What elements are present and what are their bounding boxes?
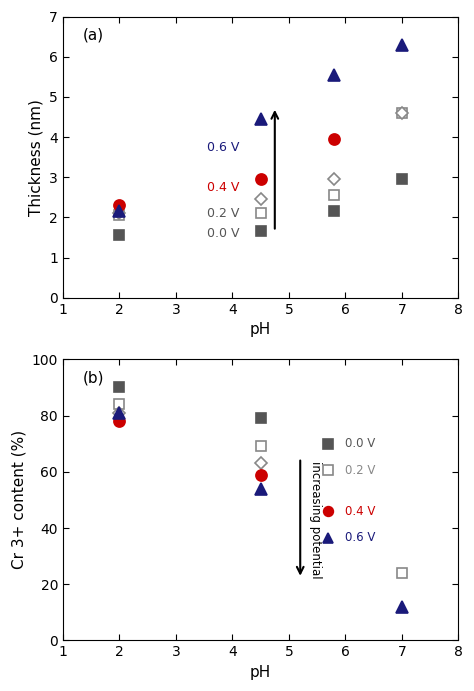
Text: 0.6 V: 0.6 V [346, 531, 376, 545]
Text: 0.0 V: 0.0 V [346, 437, 376, 450]
Text: (a): (a) [82, 28, 104, 43]
Text: 0.0 V: 0.0 V [207, 227, 239, 240]
Text: increasing potential: increasing potential [309, 461, 322, 578]
X-axis label: pH: pH [250, 322, 271, 337]
Y-axis label: Cr 3+ content (%): Cr 3+ content (%) [11, 430, 26, 569]
Text: 0.2 V: 0.2 V [207, 207, 239, 220]
Text: 0.4 V: 0.4 V [346, 504, 376, 518]
Text: 0.6 V: 0.6 V [207, 141, 239, 153]
Text: 0.4 V: 0.4 V [207, 181, 239, 193]
X-axis label: pH: pH [250, 665, 271, 680]
Text: (b): (b) [82, 370, 104, 386]
Y-axis label: Thickness (nm): Thickness (nm) [28, 99, 44, 216]
Text: 0.2 V: 0.2 V [346, 464, 376, 477]
